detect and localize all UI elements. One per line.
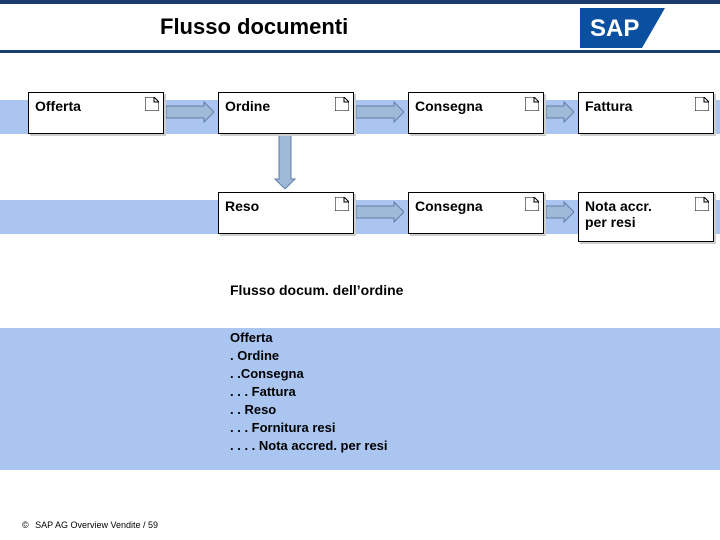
doc-box: Reso [218, 192, 354, 234]
page-fold-icon [525, 97, 539, 111]
footer-text: SAP AG Overview Vendite / 59 [35, 520, 158, 530]
svg-text:SAP: SAP [590, 15, 639, 42]
page-fold-icon [335, 197, 349, 211]
flow-list-item: . . . Fornitura resi [230, 420, 335, 437]
flow-list-item: . .Consegna [230, 366, 304, 383]
flow-arrow-right [546, 201, 574, 228]
doc-box: Consegna [408, 92, 544, 134]
doc-box-label: Nota accr.per resi [585, 198, 652, 230]
page-fold-icon [695, 97, 709, 111]
doc-box: Offerta [28, 92, 164, 134]
doc-box-label: Offerta [35, 98, 81, 114]
flow-arrow-right [356, 101, 404, 128]
flow-arrow-right [356, 201, 404, 228]
flow-list-item: . Ordine [230, 348, 279, 365]
flow-arrow-right [166, 101, 214, 128]
doc-box-label: Consegna [415, 98, 483, 114]
sap-logo: SAP [580, 8, 665, 48]
doc-box: Ordine [218, 92, 354, 134]
page-fold-icon [695, 197, 709, 211]
page-fold-icon [335, 97, 349, 111]
slide-title: Flusso documenti [160, 14, 348, 40]
flow-arrow-down [274, 135, 296, 194]
page-fold-icon [525, 197, 539, 211]
footer: © SAP AG Overview Vendite / 59 [22, 520, 158, 530]
page-fold-icon [145, 97, 159, 111]
doc-box-label: Ordine [225, 98, 270, 114]
flow-list-item: Offerta [230, 330, 273, 347]
copyright-icon: © [22, 520, 29, 530]
doc-box: Nota accr.per resi [578, 192, 714, 242]
doc-box-label: Consegna [415, 198, 483, 214]
doc-box: Fattura [578, 92, 714, 134]
flow-list-item: . . Reso [230, 402, 276, 419]
flow-arrow-right [546, 101, 574, 128]
doc-box: Consegna [408, 192, 544, 234]
flow-list-item: . . . . Nota accred. per resi [230, 438, 388, 455]
doc-box-label: Reso [225, 198, 259, 214]
doc-box-label: Fattura [585, 98, 632, 114]
flow-list-item: . . . Fattura [230, 384, 296, 401]
sub-heading: Flusso docum. dell’ordine [230, 282, 403, 298]
